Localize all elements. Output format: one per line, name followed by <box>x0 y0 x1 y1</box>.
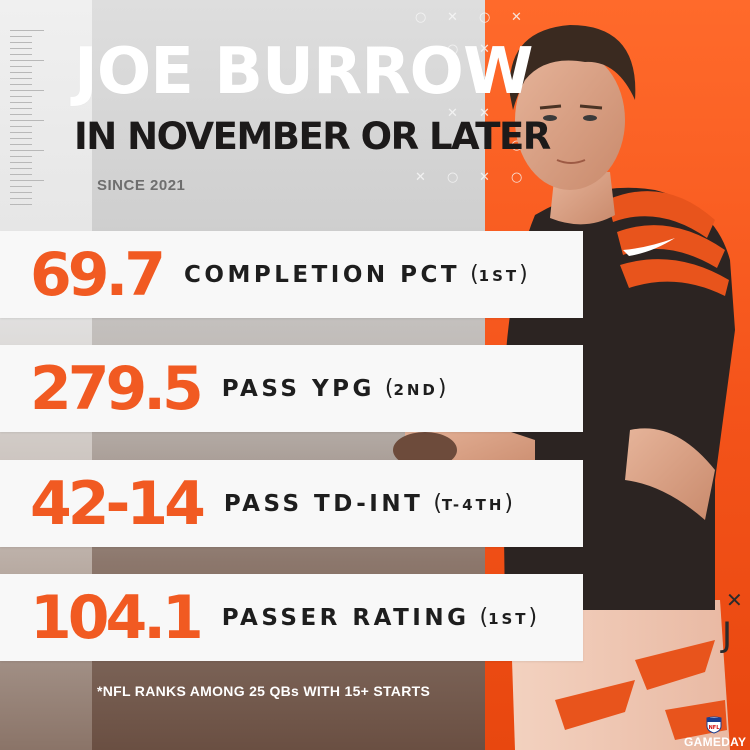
stat-value: 279.5 <box>30 353 204 424</box>
stat-value: 42-14 <box>30 468 206 539</box>
stat-rank: (1ST) <box>470 262 528 287</box>
stat-label: PASS TD-INT <box>223 490 424 517</box>
svg-text:NFL: NFL <box>709 725 721 731</box>
player-name-title: JOE BURROW <box>74 35 534 109</box>
stat-rank: (1ST) <box>479 605 538 630</box>
nfl-shield-icon: NFL <box>706 716 722 734</box>
ruler-decoration <box>10 30 46 230</box>
subtitle: IN NOVEMBER OR LATER <box>74 115 551 158</box>
side-x-mark: ✕ <box>726 588 743 612</box>
stat-value: 69.7 <box>30 239 166 310</box>
stat-bar-passer-rating: 104.1 PASSER RATING (1ST) <box>0 574 583 661</box>
stat-bar-pass-td-int: 42-14 PASS TD-INT (T-4TH) <box>0 460 583 547</box>
player-photo <box>393 25 735 750</box>
stat-rank: (T-4TH) <box>433 491 513 516</box>
stat-label: PASSER RATING <box>221 604 470 631</box>
stat-bar-pass-ypg: 279.5 PASS YPG (2ND) <box>0 345 583 432</box>
stat-rank: (2ND) <box>384 376 447 401</box>
since-label: SINCE 2021 <box>97 177 186 194</box>
stat-label: PASS YPG <box>221 375 375 402</box>
gameday-logo: NFL GAMEDAY <box>684 716 747 749</box>
stat-bar-completion-pct: 69.7 COMPLETION PCT (1ST) <box>0 231 583 318</box>
stat-label: COMPLETION PCT <box>184 261 461 288</box>
footnote: *NFL RANKS AMONG 25 QBs WITH 15+ STARTS <box>97 683 431 699</box>
stat-value: 104.1 <box>30 582 204 653</box>
side-j-mark: J <box>722 615 733 655</box>
logo-text: GAMEDAY <box>684 735 747 749</box>
